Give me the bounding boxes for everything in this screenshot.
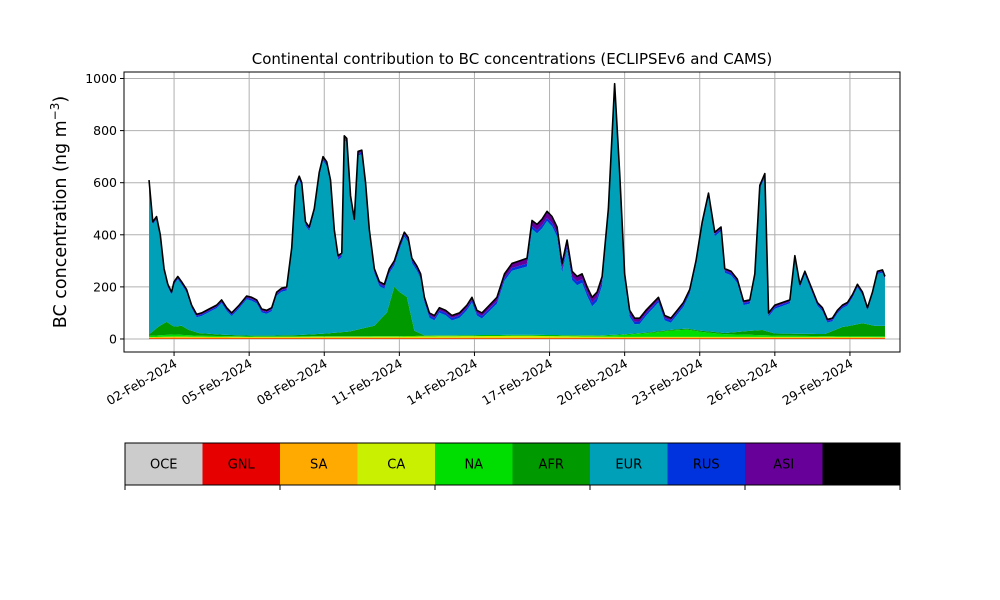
legend-swatch-oce xyxy=(125,443,203,485)
y-tick-label: 800 xyxy=(93,123,117,138)
plot-frame xyxy=(123,71,901,353)
area-series-na xyxy=(149,329,885,338)
y-tick-label: 200 xyxy=(93,279,117,294)
legend-swatch-rus xyxy=(667,443,745,485)
chart-title: Continental contribution to BC concentra… xyxy=(252,50,773,68)
legend-label-na: NA xyxy=(464,458,483,473)
legend-label-afr: AFR xyxy=(539,458,564,473)
legend-swatch-afr xyxy=(512,443,590,485)
legend-label-sa: SA xyxy=(310,458,327,473)
legend-label-asi: ASI xyxy=(773,458,794,473)
y-tick-label: 0 xyxy=(109,331,117,346)
legend-swatch-gnl xyxy=(202,443,280,485)
legend-swatch-aus xyxy=(822,443,900,485)
area-series-eur xyxy=(149,91,885,336)
legend-swatch-ca xyxy=(357,443,435,485)
y-axis-label-exponent: −3 xyxy=(48,103,62,121)
legend-label-eur: EUR xyxy=(615,458,642,473)
legend: OCE GNL SA CA NA AFR EUR RUS ASI AUS xyxy=(124,442,901,490)
legend-label-aus: AUS xyxy=(848,458,875,473)
y-tick-label: 600 xyxy=(93,175,117,190)
legend-swatch-sa xyxy=(280,443,358,485)
total-line-layer xyxy=(148,82,886,321)
legend-label-ca: CA xyxy=(387,458,405,473)
legend-label-oce: OCE xyxy=(150,458,178,473)
y-tick-label: 1000 xyxy=(85,71,117,86)
legend-swatch-asi xyxy=(745,443,823,485)
plot-area xyxy=(123,71,901,353)
legend-label-gnl: GNL xyxy=(228,458,256,473)
y-axis-label-text: BC concentration (ng m xyxy=(51,120,71,328)
legend-label-rus: RUS xyxy=(693,458,720,473)
y-axis: 0 200 400 600 800 1000 xyxy=(85,71,124,346)
total-line xyxy=(148,82,886,321)
area-series-gnl xyxy=(149,338,885,339)
y-tick-label: 400 xyxy=(93,227,117,242)
legend-swatch-na xyxy=(435,443,513,485)
legend-swatch-eur xyxy=(590,443,668,485)
area-series-sa xyxy=(149,337,885,339)
stacked-areas xyxy=(149,83,885,339)
y-axis-label-close: ) xyxy=(51,96,71,103)
area-series-ca xyxy=(149,335,885,338)
legend-frame xyxy=(124,442,901,486)
y-axis-label: BC concentration (ng m−3) xyxy=(48,96,71,328)
